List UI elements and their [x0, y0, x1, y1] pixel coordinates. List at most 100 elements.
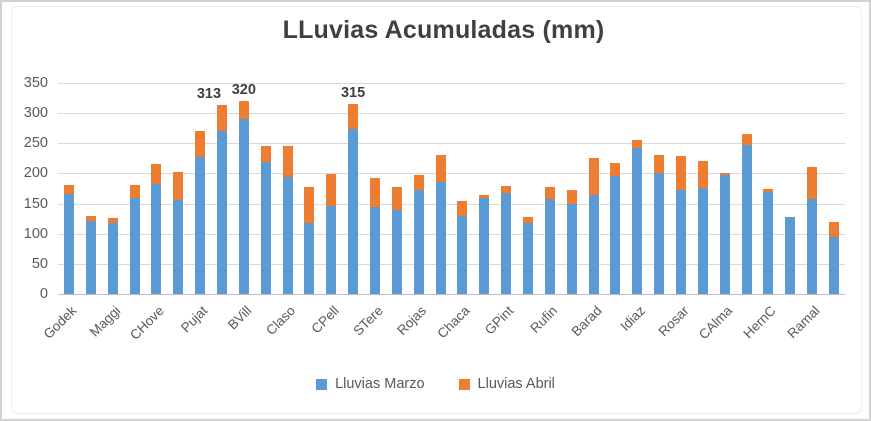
stacked-bar-19[interactable] — [457, 200, 468, 294]
segment-marzo-33[interactable] — [763, 191, 774, 294]
stacked-bar-32[interactable] — [741, 134, 752, 294]
segment-abril-8[interactable] — [216, 105, 227, 132]
segment-marzo-6[interactable] — [173, 200, 184, 294]
stacked-bar-30[interactable] — [697, 160, 708, 294]
stacked-bar-8[interactable] — [216, 105, 227, 294]
segment-abril-10[interactable] — [260, 146, 271, 162]
segment-abril-22[interactable] — [522, 216, 533, 223]
stacked-bar-26[interactable] — [610, 163, 621, 294]
segment-abril-23[interactable] — [544, 186, 555, 199]
segment-abril-12[interactable] — [304, 186, 315, 223]
stacked-bar-21[interactable] — [501, 186, 512, 294]
segment-marzo-15[interactable] — [369, 206, 380, 294]
segment-abril-21[interactable] — [501, 186, 512, 194]
stacked-bar-35[interactable] — [807, 166, 818, 294]
segment-marzo-30[interactable] — [697, 187, 708, 294]
stacked-bar-9[interactable] — [238, 101, 249, 294]
segment-marzo-9[interactable] — [238, 119, 249, 294]
segment-marzo-31[interactable] — [719, 175, 730, 294]
segment-abril-19[interactable] — [457, 200, 468, 217]
stacked-bar-16[interactable] — [391, 187, 402, 294]
stacked-bar-34[interactable] — [785, 217, 796, 294]
legend-item-abril[interactable]: Lluvias Abril — [458, 376, 555, 392]
segment-marzo-19[interactable] — [457, 216, 468, 294]
segment-marzo-32[interactable] — [741, 144, 752, 294]
segment-marzo-36[interactable] — [829, 236, 839, 294]
segment-marzo-34[interactable] — [785, 217, 796, 294]
stacked-bar-25[interactable] — [588, 158, 599, 294]
segment-abril-18[interactable] — [435, 154, 446, 182]
segment-marzo-8[interactable] — [216, 131, 227, 294]
segment-abril-26[interactable] — [610, 163, 621, 177]
stacked-bar-4[interactable] — [129, 185, 140, 294]
segment-marzo-26[interactable] — [610, 176, 621, 294]
stacked-bar-14[interactable] — [348, 104, 359, 294]
segment-abril-33[interactable] — [763, 188, 774, 192]
stacked-bar-28[interactable] — [654, 155, 665, 294]
segment-abril-4[interactable] — [129, 185, 140, 199]
segment-marzo-2[interactable] — [85, 221, 96, 294]
segment-abril-9[interactable] — [238, 101, 249, 120]
segment-marzo-18[interactable] — [435, 181, 446, 294]
segment-abril-36[interactable] — [829, 221, 839, 237]
stacked-bar-29[interactable] — [675, 155, 686, 294]
segment-marzo-22[interactable] — [522, 222, 533, 294]
segment-abril-15[interactable] — [369, 177, 380, 207]
segment-marzo-20[interactable] — [479, 197, 490, 294]
segment-marzo-12[interactable] — [304, 222, 315, 294]
segment-marzo-27[interactable] — [632, 148, 643, 294]
segment-abril-29[interactable] — [675, 155, 686, 190]
chart-title[interactable]: LLuvias Acumuladas (mm) — [282, 16, 605, 44]
stacked-bar-18[interactable] — [435, 154, 446, 294]
segment-abril-30[interactable] — [697, 160, 708, 188]
stacked-bar-5[interactable] — [151, 164, 162, 294]
segment-marzo-13[interactable] — [326, 206, 337, 294]
segment-abril-16[interactable] — [391, 187, 402, 211]
stacked-bar-2[interactable] — [85, 216, 96, 294]
segment-abril-3[interactable] — [107, 217, 118, 223]
segment-marzo-35[interactable] — [807, 199, 818, 294]
segment-marzo-16[interactable] — [391, 210, 402, 294]
stacked-bar-12[interactable] — [304, 186, 315, 294]
segment-abril-31[interactable] — [719, 173, 730, 176]
stacked-bar-11[interactable] — [282, 146, 293, 294]
segment-abril-24[interactable] — [566, 189, 577, 204]
segment-marzo-14[interactable] — [348, 129, 359, 294]
segment-abril-28[interactable] — [654, 155, 665, 174]
stacked-bar-33[interactable] — [763, 188, 774, 294]
segment-marzo-3[interactable] — [107, 222, 118, 294]
segment-marzo-23[interactable] — [544, 198, 555, 294]
stacked-bar-27[interactable] — [632, 140, 643, 294]
stacked-bar-3[interactable] — [107, 217, 118, 294]
stacked-bar-36[interactable] — [829, 221, 839, 294]
segment-marzo-29[interactable] — [675, 189, 686, 294]
stacked-bar-23[interactable] — [544, 186, 555, 294]
segment-abril-17[interactable] — [413, 174, 424, 191]
stacked-bar-20[interactable] — [479, 194, 490, 294]
segment-marzo-5[interactable] — [151, 183, 162, 294]
segment-marzo-21[interactable] — [501, 193, 512, 294]
segment-abril-35[interactable] — [807, 166, 818, 200]
segment-abril-6[interactable] — [173, 171, 184, 200]
segment-abril-25[interactable] — [588, 158, 599, 195]
segment-marzo-7[interactable] — [195, 156, 206, 294]
segment-abril-32[interactable] — [741, 134, 752, 145]
stacked-bar-17[interactable] — [413, 174, 424, 294]
segment-marzo-25[interactable] — [588, 194, 599, 294]
stacked-bar-6[interactable] — [173, 171, 184, 294]
stacked-bar-7[interactable] — [195, 131, 206, 294]
segment-marzo-17[interactable] — [413, 190, 424, 294]
stacked-bar-15[interactable] — [369, 177, 380, 294]
stacked-bar-10[interactable] — [260, 146, 271, 294]
segment-marzo-11[interactable] — [282, 177, 293, 294]
segment-abril-7[interactable] — [195, 131, 206, 157]
segment-abril-2[interactable] — [85, 216, 96, 222]
stacked-bar-13[interactable] — [326, 174, 337, 294]
legend-item-marzo[interactable]: Lluvias Marzo — [316, 376, 425, 392]
segment-abril-14[interactable] — [348, 104, 359, 130]
stacked-bar-1[interactable] — [63, 184, 74, 294]
segment-marzo-24[interactable] — [566, 203, 577, 294]
segment-abril-27[interactable] — [632, 140, 643, 149]
segment-abril-1[interactable] — [63, 184, 74, 194]
segment-marzo-28[interactable] — [654, 173, 665, 294]
